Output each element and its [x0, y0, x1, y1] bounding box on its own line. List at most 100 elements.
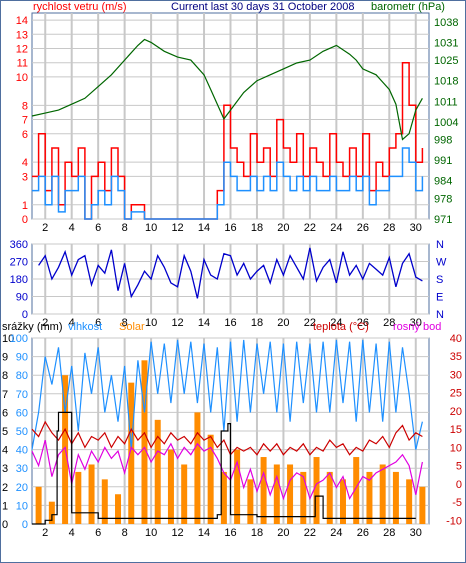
solar-bar	[406, 479, 413, 524]
solar-bar	[48, 501, 55, 524]
x-tick-label: 10	[145, 317, 157, 329]
solar-bar	[141, 360, 148, 524]
pressure-tick-label: 984	[434, 176, 452, 188]
solar-bar	[392, 471, 399, 524]
direction-tick-label: 270	[10, 257, 28, 269]
solar-bar	[326, 471, 333, 524]
solar-bar	[366, 471, 373, 524]
temperature-series	[31, 420, 423, 456]
compass-tick-label: S	[436, 274, 443, 286]
x-tick-label: 6	[95, 222, 101, 234]
x-tick-label: 30	[410, 317, 422, 329]
rain-tick-label: 3	[2, 463, 8, 475]
x-tick-label: 16	[224, 222, 236, 234]
x-tick-label: 2	[42, 222, 48, 234]
solar-bar	[88, 464, 95, 524]
direction-series	[38, 247, 423, 299]
x-tick-label: 12	[171, 317, 183, 329]
pressure-tick-label: 1031	[434, 37, 458, 49]
x-tick-label: 24	[330, 527, 342, 539]
dewpoint-series	[31, 439, 423, 501]
x-tick-label: 8	[122, 527, 128, 539]
humidity-tick-label: 80	[16, 370, 28, 382]
wind-series	[32, 61, 424, 220]
x-tick-label: 20	[277, 317, 289, 329]
rain-tick-label: 2	[2, 482, 8, 494]
solar-bar	[101, 479, 108, 524]
direction-tick-label: 180	[10, 274, 28, 286]
header-pressure-label: barometr (hPa)	[371, 1, 445, 13]
solar-bar	[167, 449, 174, 524]
rain-tick-label: 6	[2, 407, 8, 419]
x-tick-label: 28	[383, 527, 395, 539]
x-tick-label: 26	[357, 222, 369, 234]
solar-bar	[353, 457, 360, 524]
wind-tick-label: 12	[16, 44, 28, 56]
wind-tick-label: 10	[16, 72, 28, 84]
x-tick-label: 12	[171, 222, 183, 234]
x-tick-label: 26	[357, 317, 369, 329]
temperature-tick-label: -10	[446, 515, 462, 527]
humidity-tick-label: 20	[16, 482, 28, 494]
solar-axis-label: Solar	[119, 321, 145, 333]
wind-tick-label: 13	[16, 29, 28, 41]
temperature-tick-label: 20	[450, 406, 462, 418]
solar-bar	[207, 434, 214, 524]
solar-bar	[154, 419, 161, 524]
wind-tick-label: 14	[16, 15, 28, 27]
x-tick-label: 10	[145, 222, 157, 234]
compass-tick-label: N	[436, 309, 444, 321]
solar-bar	[419, 486, 426, 524]
humidity-axis-label: vlhkost	[68, 321, 102, 333]
humidity-tick-label: 0	[22, 519, 28, 531]
direction-tick-label: 360	[10, 239, 28, 251]
compass-tick-label: E	[436, 292, 443, 304]
x-tick-label: 6	[95, 317, 101, 329]
x-tick-label: 16	[224, 527, 236, 539]
x-tick-label: 8	[122, 317, 128, 329]
rain-tick-label: 9	[2, 352, 8, 364]
direction-tick-label: 0	[22, 309, 28, 321]
x-tick-label: 2	[42, 317, 48, 329]
humidity-tick-label: 10	[16, 500, 28, 512]
temperature-tick-label: 25	[450, 388, 462, 400]
pressure-tick-label: 971	[434, 214, 452, 226]
solar-bar	[181, 464, 188, 524]
x-tick-label: 26	[357, 527, 369, 539]
x-tick-label: 20	[277, 527, 289, 539]
solar-bar	[300, 471, 307, 524]
pressure-tick-label: 1025	[434, 55, 458, 67]
x-tick-label: 24	[330, 317, 342, 329]
x-tick-label: 20	[277, 222, 289, 234]
pressure-tick-label: 978	[434, 193, 452, 205]
x-tick-label: 16	[224, 317, 236, 329]
wind-tick-label: 4	[22, 157, 28, 169]
x-tick-label: 10	[145, 527, 157, 539]
rain-tick-label: 5	[2, 426, 8, 438]
x-tick-label: 18	[251, 527, 263, 539]
wind-tick-label: 7	[22, 115, 28, 127]
temperature-tick-label: 40	[450, 333, 462, 345]
dewpoint-axis-label: rosný bod	[393, 321, 441, 333]
wind-tick-label: 1	[22, 200, 28, 212]
x-tick-label: 24	[330, 222, 342, 234]
rain-axis-label: srážky (mm)	[2, 321, 63, 333]
temperature-tick-label: 0	[456, 479, 462, 491]
x-tick-label: 30	[410, 222, 422, 234]
pressure-tick-label: 998	[434, 135, 452, 147]
solar-bar	[313, 457, 320, 524]
x-tick-label: 22	[304, 527, 316, 539]
pressure-tick-label: 991	[434, 155, 452, 167]
humidity-tick-label: 40	[16, 445, 28, 457]
x-tick-label: 14	[198, 527, 210, 539]
header-title: Current last 30 days 31 October 2008	[171, 1, 354, 13]
wind-tick-label: 8	[22, 100, 28, 112]
header-wind-label: rychlost vetru (m/s)	[33, 1, 127, 13]
solar-bar	[379, 464, 386, 524]
solar-bar	[234, 449, 241, 524]
humidity-tick-label: 30	[16, 463, 28, 475]
x-tick-label: 22	[304, 317, 316, 329]
wind-tick-label: 11	[17, 58, 28, 70]
temperature-tick-label: 30	[450, 369, 462, 381]
